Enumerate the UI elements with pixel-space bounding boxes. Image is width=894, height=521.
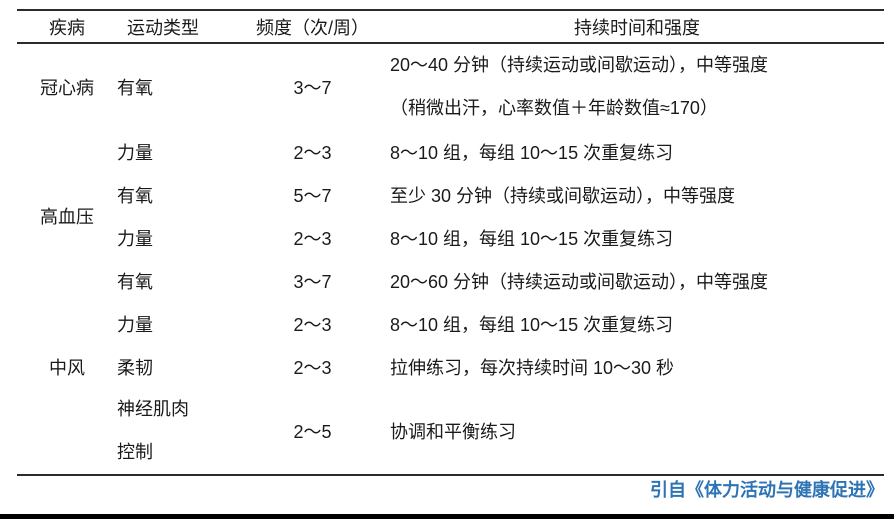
citation-text: 引自《体力活动与健康促进》 — [650, 480, 884, 500]
exercise-type-line: 控制 — [117, 442, 153, 462]
table-row: 中风 柔韧 2～3 拉伸练习，每次持续时间 10～30 秒 — [17, 345, 884, 388]
detail-line: 20～40 分钟（持续运动或间歇运动），中等强度 — [390, 55, 769, 75]
duration-intensity-cell: 拉伸练习，每次持续时间 10～30 秒 — [390, 357, 675, 378]
column-header-exercise-type: 运动类型 — [127, 17, 199, 38]
table-body: 冠心病 有氧 3～7 20～40 分钟（持续运动或间歇运动），中等强度 （稍微出… — [17, 43, 884, 475]
exercise-type-cell: 力量 — [117, 228, 153, 249]
disease-cell — [17, 388, 117, 475]
exercise-type-cell: 有氧 — [117, 185, 153, 206]
detail-line: （稍微出汗，心率数值＋年龄数值≈170） — [390, 98, 718, 118]
disease-cell: 冠心病 — [40, 78, 94, 98]
exercise-type-cell: 力量 — [117, 142, 153, 163]
exercise-type-line: 神经肌肉 — [117, 399, 189, 419]
frequency-cell: 2～5 — [293, 422, 332, 442]
exercise-prescription-table: 疾病 运动类型 频度（次/周） 持续时间和强度 冠心病 有氧 3～7 20～40… — [17, 9, 884, 476]
exercise-type-cell: 力量 — [117, 314, 153, 335]
header-row: 疾病 运动类型 频度（次/周） 持续时间和强度 — [17, 10, 884, 43]
exercise-type-cell: 有氧 — [117, 271, 153, 292]
duration-intensity-cell: 8～10 组，每组 10～15 次重复练习 — [390, 314, 674, 335]
frequency-cell: 2～3 — [293, 142, 332, 163]
table-header: 疾病 运动类型 频度（次/周） 持续时间和强度 — [17, 10, 884, 43]
frequency-cell: 3～7 — [293, 271, 332, 292]
frequency-cell: 2～3 — [293, 314, 332, 335]
column-header-duration-intensity: 持续时间和强度 — [574, 17, 700, 38]
duration-intensity-cell: 8～10 组，每组 10～15 次重复练习 — [390, 228, 674, 249]
bottom-border-bar — [0, 514, 894, 519]
disease-cell: 中风 — [49, 357, 85, 378]
duration-intensity-cell: 协调和平衡练习 — [390, 422, 516, 442]
duration-intensity-cell: 20～40 分钟（持续运动或间歇运动），中等强度 （稍微出汗，心率数值＋年龄数值… — [390, 43, 884, 130]
exercise-type-cell: 有氧 — [117, 78, 153, 98]
table-row: 有氧 3～7 20～60 分钟（持续运动或间歇运动），中等强度 — [17, 259, 884, 302]
disease-cell — [17, 130, 117, 173]
frequency-cell: 2～3 — [293, 357, 332, 378]
exercise-type-cell: 神经肌肉 控制 — [117, 388, 235, 475]
disease-cell — [17, 259, 117, 302]
column-header-disease: 疾病 — [49, 17, 85, 38]
duration-intensity-cell: 至少 30 分钟（持续或间歇运动），中等强度 — [390, 185, 736, 206]
table-row: 神经肌肉 控制 2～5 协调和平衡练习 — [17, 388, 884, 475]
duration-intensity-cell: 20～60 分钟（持续运动或间歇运动），中等强度 — [390, 271, 769, 292]
exercise-type-cell: 柔韧 — [117, 357, 153, 378]
table-row: 高血压 有氧 5～7 至少 30 分钟（持续或间歇运动），中等强度 — [17, 173, 884, 228]
frequency-cell: 3～7 — [293, 78, 332, 98]
table-row: 力量 2～3 8～10 组，每组 10～15 次重复练习 — [17, 302, 884, 345]
disease-cell — [17, 302, 117, 345]
frequency-cell: 2～3 — [293, 228, 332, 249]
frequency-cell: 5～7 — [293, 185, 332, 206]
disease-cell: 高血压 — [40, 207, 94, 227]
table-row: 冠心病 有氧 3～7 20～40 分钟（持续运动或间歇运动），中等强度 （稍微出… — [17, 43, 884, 130]
duration-intensity-cell: 8～10 组，每组 10～15 次重复练习 — [390, 142, 674, 163]
column-header-frequency: 频度（次/周） — [255, 17, 369, 38]
table-row: 力量 2～3 8～10 组，每组 10～15 次重复练习 — [17, 130, 884, 173]
table-row: 力量 2～3 8～10 组，每组 10～15 次重复练习 — [17, 216, 884, 259]
